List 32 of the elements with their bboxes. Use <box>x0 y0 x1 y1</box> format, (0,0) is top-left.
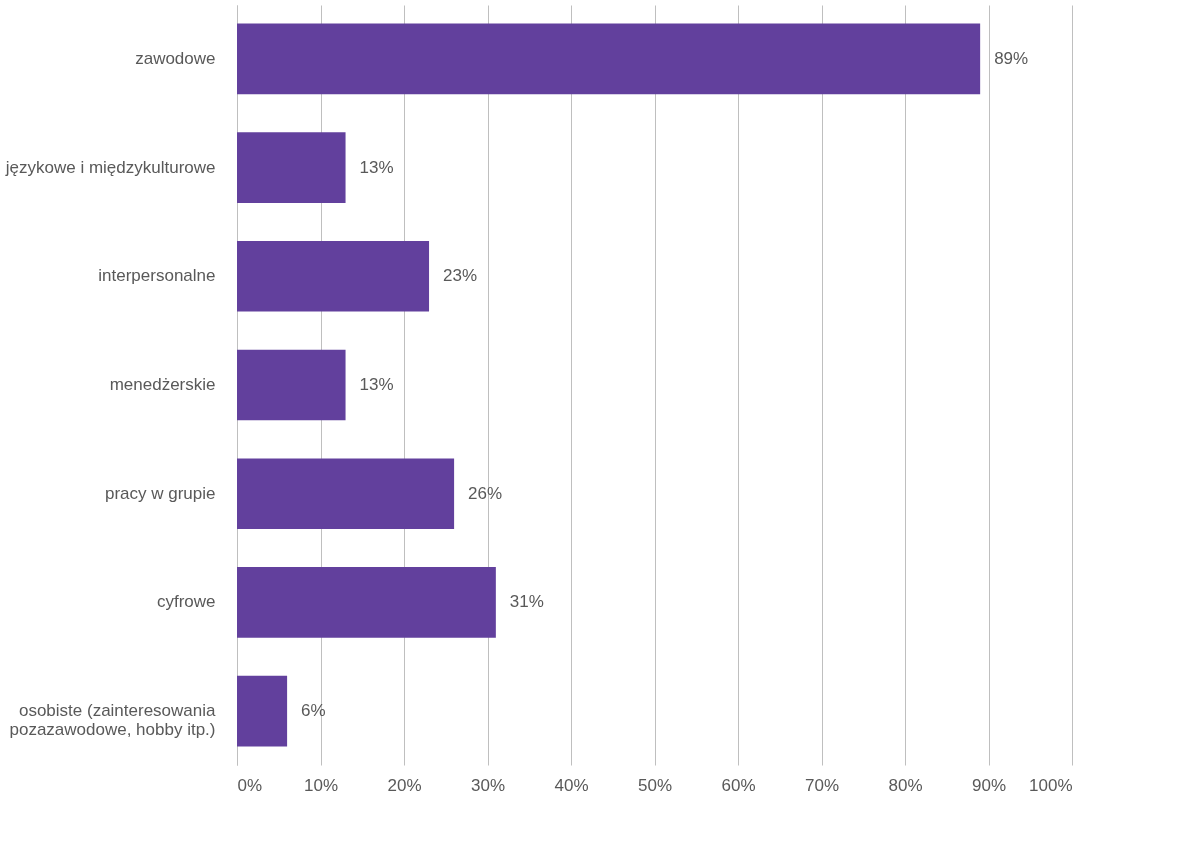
data-label: 13% <box>359 375 394 394</box>
bar <box>237 458 455 530</box>
y-tick-label: pracy w grupie <box>104 483 216 503</box>
x-tick-label: 100% <box>1029 775 1073 795</box>
y-tick-label: osobiste (zainteresowania pozazawodowe, hobby itp.) <box>9 701 217 740</box>
y-tick-label: językowe i międzykulturowe <box>4 157 216 177</box>
x-tick-label: 20% <box>387 775 422 795</box>
x-tick-label: 0% <box>237 775 263 795</box>
bar <box>237 675 288 747</box>
bar <box>237 132 346 203</box>
bar <box>237 567 496 638</box>
bar <box>237 23 981 95</box>
bar <box>237 240 430 312</box>
x-tick-label: 30% <box>470 775 506 795</box>
y-tick-label: cyfrowe <box>156 592 216 612</box>
x-tick-label: 50% <box>637 775 673 795</box>
bar <box>237 349 346 421</box>
data-label: 13% <box>359 157 394 177</box>
x-tick-label: 10% <box>303 775 339 795</box>
x-tick-label: 60% <box>721 775 756 795</box>
data-label: 89% <box>994 48 1029 68</box>
x-tick-label: 90% <box>971 775 1007 795</box>
y-tick-label: interpersonalne <box>98 266 216 286</box>
x-tick-label: 70% <box>804 775 840 795</box>
x-tick-label: 80% <box>888 775 923 795</box>
data-label: 31% <box>509 592 544 612</box>
y-tick-label: menedżerskie <box>109 375 216 394</box>
data-label: 23% <box>443 266 478 286</box>
data-label: 6% <box>301 701 326 721</box>
x-tick-label: 40% <box>554 775 589 795</box>
data-label: 26% <box>468 483 503 503</box>
y-tick-label: zawodowe <box>135 48 216 68</box>
